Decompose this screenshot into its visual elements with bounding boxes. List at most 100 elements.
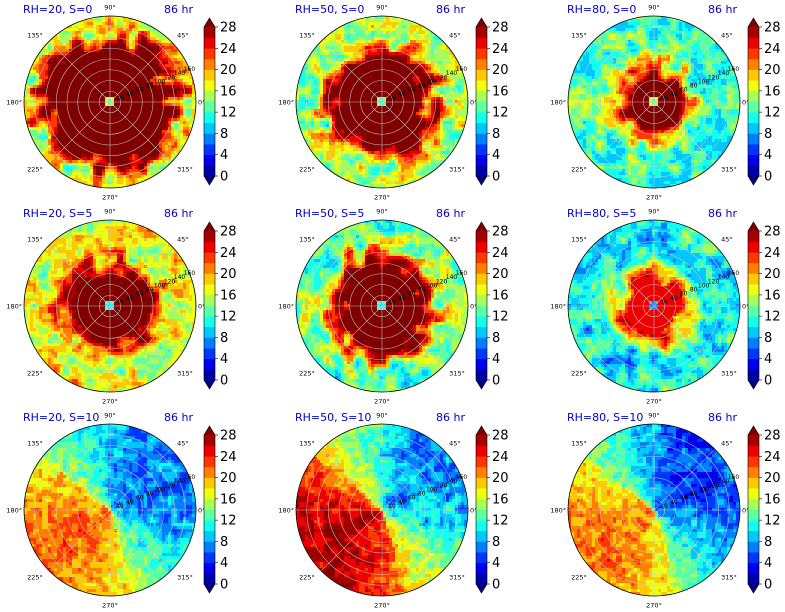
angular-tick-label: 0° [470,99,477,107]
colorbar-segment [476,231,487,242]
angular-gridline [109,305,172,368]
colorbar-tick-label: 28 [764,429,781,444]
colorbar-segment [204,541,215,553]
angular-gridline [381,244,444,307]
colorbar-extend-max [204,426,215,435]
radial-tick-label: 80 [418,83,426,90]
angular-tick-label: 225° [299,166,315,174]
colorbar-segment [748,122,759,134]
colorbar-segment [476,294,487,306]
radial-tick-label: 20 [388,95,396,102]
colorbar-tick-label: 16 [220,84,237,99]
radial-tick-label: 40 [670,295,678,302]
angular-tick-label: 90° [104,412,116,420]
colorbar-tick-label: 20 [220,471,237,486]
colorbar-segment [476,326,487,338]
colorbar-tick-label: 16 [220,492,237,507]
colorbar-extend-min [748,584,759,593]
angular-gridline [653,101,716,164]
radial-tick-label: 160 [456,66,468,73]
colorbar-tick-label: 28 [764,21,781,36]
colorbar-segment [476,48,487,60]
angular-tick-label: 315° [449,370,465,378]
colorbar: 0 4 8 12 16 20 24 28 [475,425,509,594]
angular-tick-label: 0° [198,99,205,107]
colorbar-tick-label: 24 [764,42,781,57]
colorbar-segment [476,273,487,285]
angular-gridline [320,101,383,164]
radial-tick-label: 160 [456,474,468,481]
colorbar-tick-label: 4 [220,556,228,571]
panel-time-label: 86 hr [436,207,465,220]
colorbar-segment [476,369,487,381]
colorbar-tick-label: 0 [220,578,228,593]
panel-title: RH=20, S=0 [23,3,92,16]
colorbar-segment [476,90,487,102]
radial-tick-label: 140 [446,274,458,281]
angular-tick-label: 90° [376,412,388,420]
colorbar-segment [204,273,215,285]
colorbar-segment [204,326,215,338]
radial-tick-label: 100 [154,486,166,493]
colorbar-segment [476,456,487,468]
colorbar-segment [476,530,487,542]
radial-tick-label: 60 [408,87,416,94]
polar-grid [295,219,469,393]
angular-tick-label: 45° [177,439,189,447]
angular-tick-label: 0° [470,303,477,311]
colorbar-segment [476,305,487,317]
colorbar-tick-label: 28 [220,225,237,240]
colorbar-segment [748,48,759,60]
radial-tick-label: 140 [718,274,730,281]
angular-gridline [48,101,111,164]
colorbar-segment [748,69,759,81]
radial-tick-label: 140 [718,70,730,77]
colorbar-segment [204,165,215,177]
angular-gridline [592,305,655,368]
colorbar-segment [748,37,759,49]
radial-tick-label: 60 [136,291,144,298]
angular-tick-label: 270° [374,602,390,610]
angular-gridline [48,448,111,511]
colorbar-segment [204,562,215,574]
colorbar-segment [748,435,759,446]
radial-tick-label: 160 [456,270,468,277]
colorbar: 0 4 8 12 16 20 24 28 [203,221,237,390]
colorbar-segment [748,562,759,574]
colorbar-tick-label: 28 [492,225,509,240]
angular-tick-label: 315° [177,166,193,174]
colorbar-tick-label: 16 [764,84,781,99]
radial-tick-label: 160 [728,66,740,73]
colorbar-tick-label: 16 [764,492,781,507]
colorbar-segment [476,112,487,124]
colorbar-segment [748,241,759,253]
colorbar-segment [476,27,487,38]
radial-tick-label: 120 [436,278,448,285]
radial-tick-label: 120 [164,482,176,489]
colorbar-segment [748,262,759,274]
radial-tick-label: 140 [718,478,730,485]
colorbar-segment [748,466,759,478]
radial-tick-label: 120 [708,482,720,489]
radial-tick-label: 60 [680,291,688,298]
angular-gridline [381,40,444,103]
polar-grid [295,15,469,189]
angular-tick-label: 315° [721,166,737,174]
colorbar-segment [476,69,487,81]
radial-tick-label: 80 [690,287,698,294]
colorbar-segment [748,369,759,381]
angular-tick-label: 90° [648,412,660,420]
colorbar-segment [204,90,215,102]
colorbar-tick-label: 12 [492,106,509,121]
angular-tick-label: 270° [646,602,662,610]
colorbar-extend-max [748,18,759,27]
radial-tick-label: 60 [136,495,144,502]
angular-tick-label: 315° [721,574,737,582]
polar-frame [295,219,469,393]
polar-frame [567,219,741,393]
colorbar-segment [204,509,215,521]
colorbar-segment [748,305,759,317]
colorbar-segment [204,69,215,81]
angular-tick-label: 315° [449,166,465,174]
radial-tick-label: 100 [698,486,710,493]
